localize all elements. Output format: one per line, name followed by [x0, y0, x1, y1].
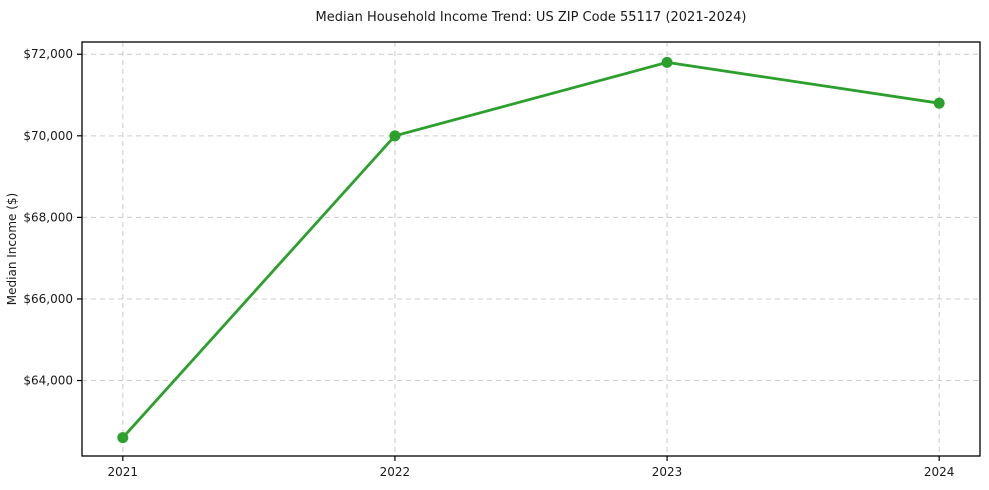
plot-area: $64,000 $66,000 $68,000 $70,000 $72,000 2021 2…	[23, 41, 981, 479]
data-point	[389, 130, 401, 142]
chart-title: Median Household Income Trend: US ZIP Co…	[316, 10, 747, 25]
y-tick-label: $68,000	[23, 210, 73, 224]
x-tick-label: 2021	[108, 465, 139, 479]
data-point	[933, 97, 945, 109]
x-tick-label: 2023	[652, 465, 683, 479]
y-tick-label: $70,000	[23, 129, 73, 143]
data-point	[117, 432, 129, 444]
y-tick-label: $64,000	[23, 374, 73, 388]
data-point	[661, 56, 673, 68]
x-tick-label: 2024	[924, 465, 955, 479]
plot-frame	[81, 41, 981, 457]
y-tick-label: $72,000	[23, 47, 73, 61]
x-tick-label: 2022	[380, 465, 411, 479]
y-axis-label: Median Income ($)	[5, 193, 19, 305]
y-tick-label: $66,000	[23, 292, 73, 306]
series-line	[121, 60, 941, 440]
plot-background	[82, 42, 980, 456]
